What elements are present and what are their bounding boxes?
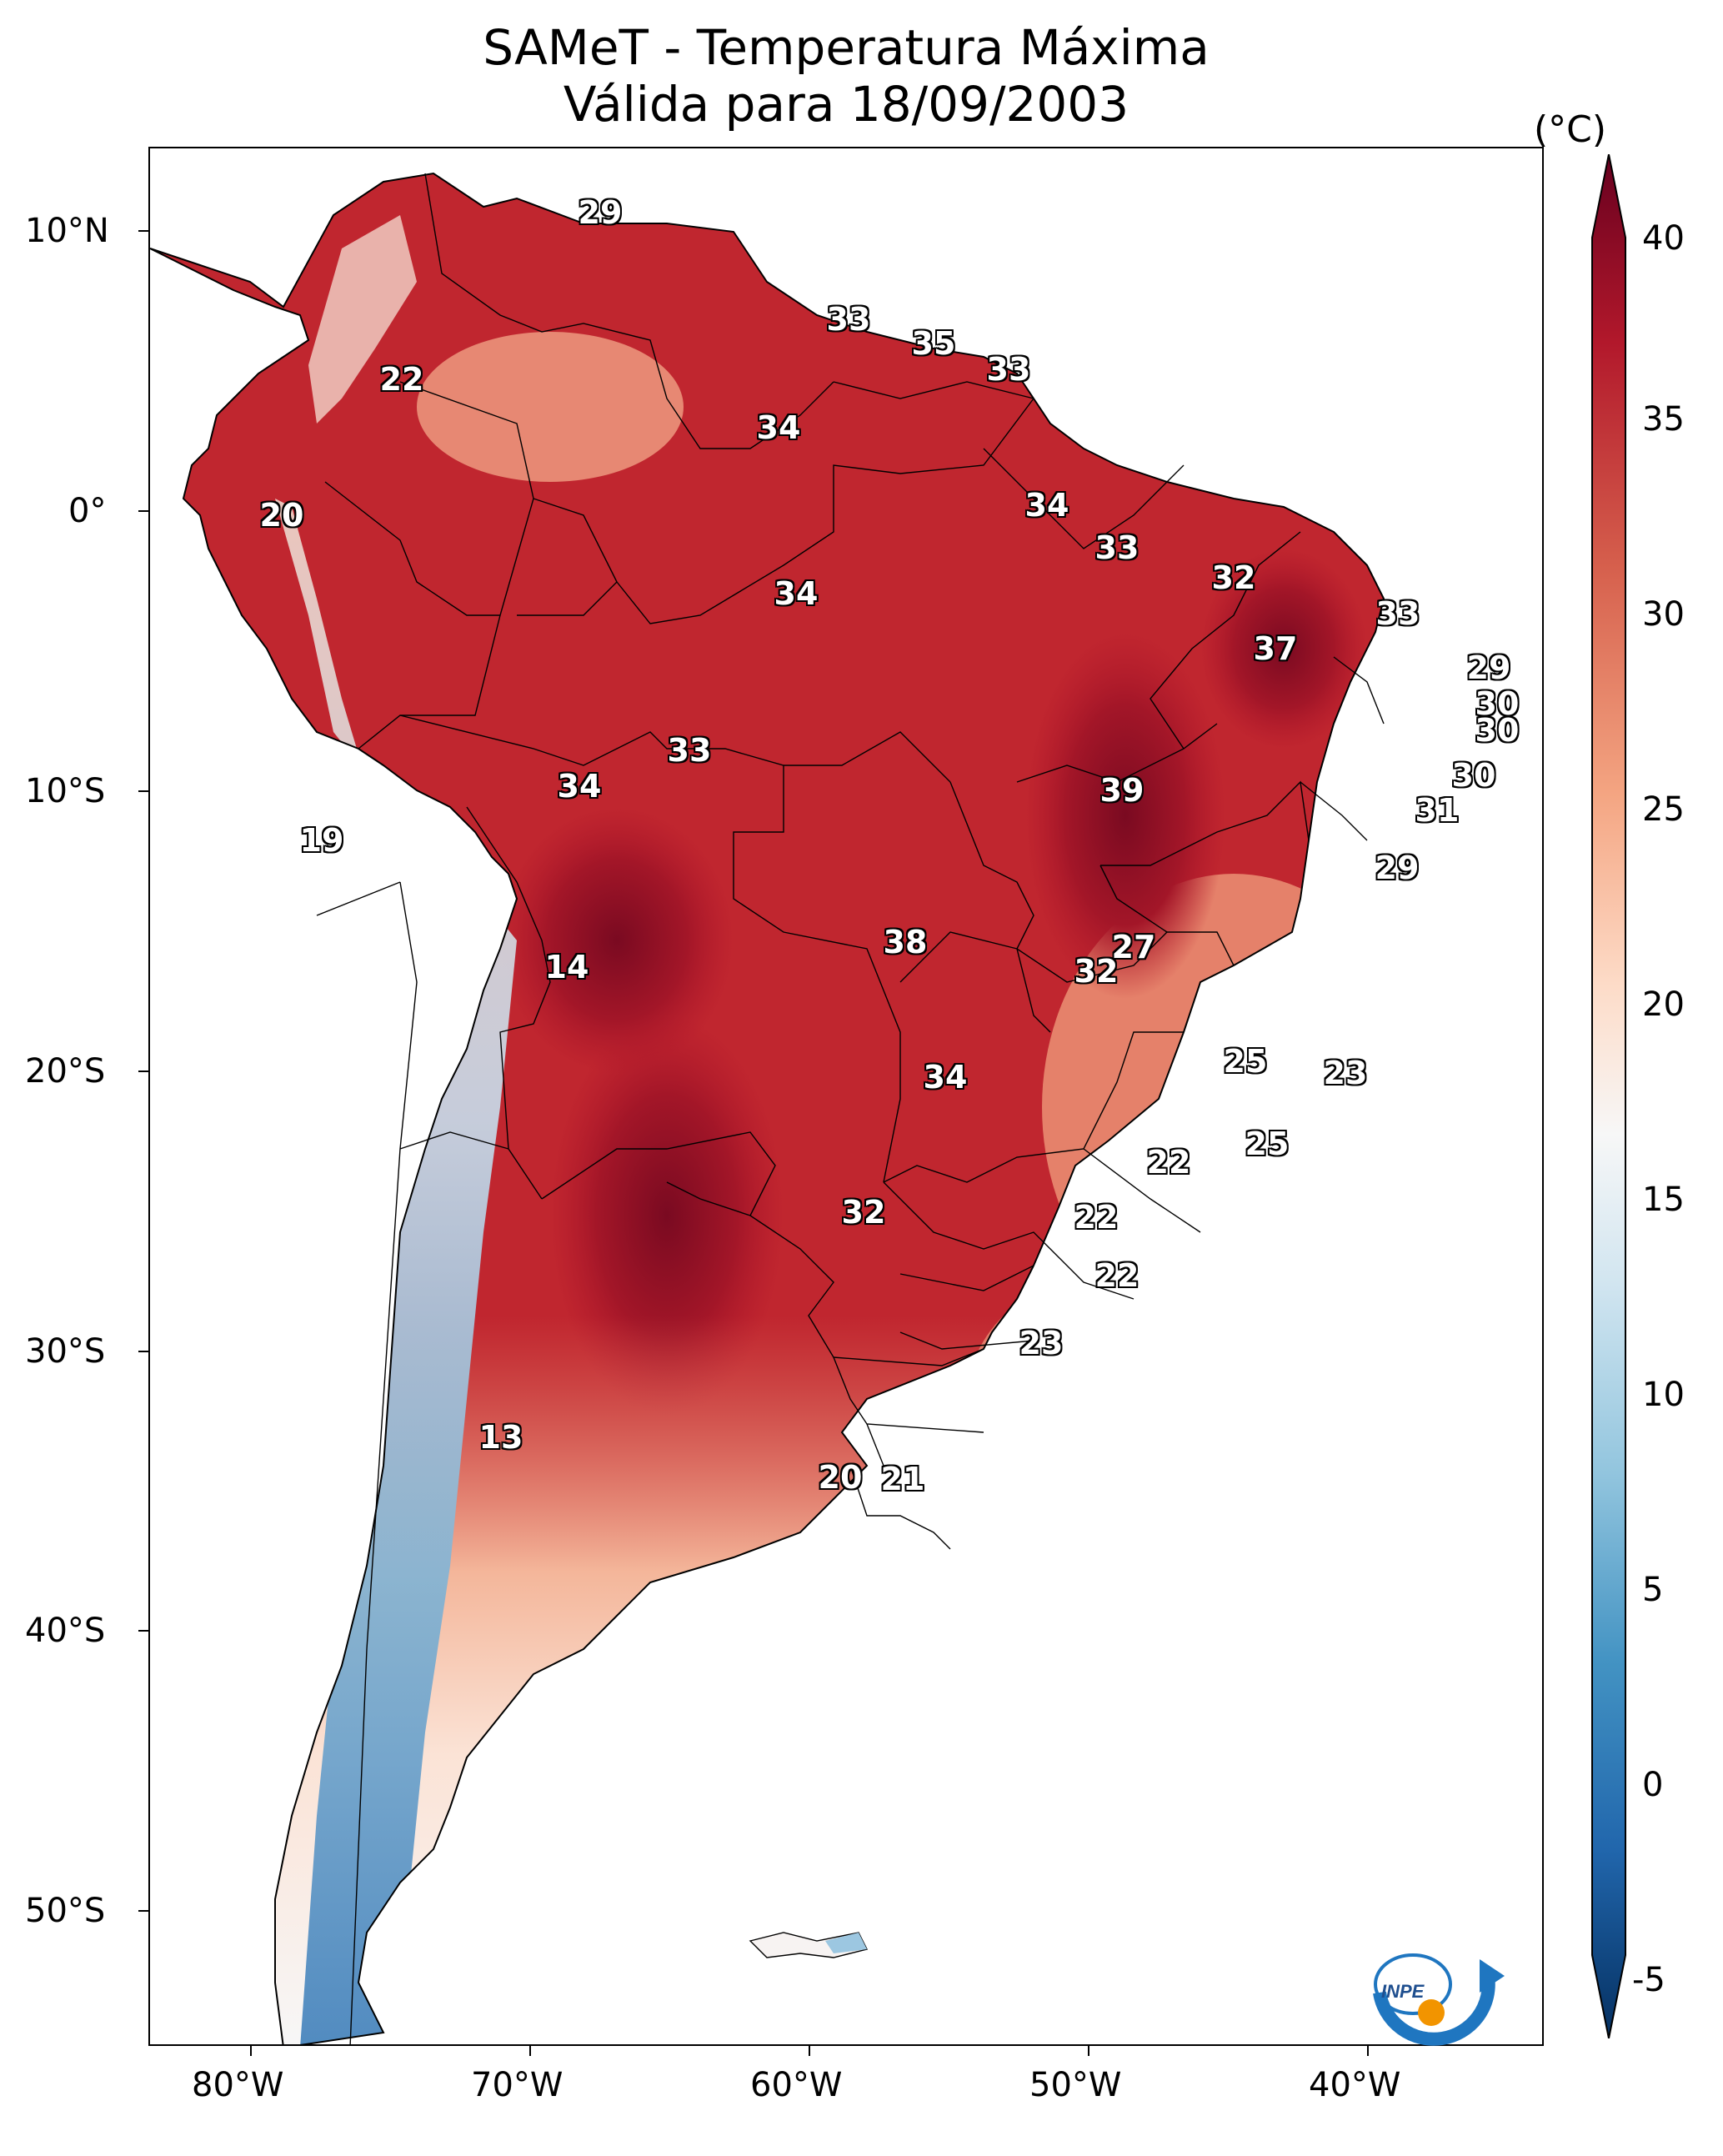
- colorbar-tick-label: 10: [1642, 1376, 1685, 1414]
- lon-tick-label: 70°W: [471, 2066, 563, 2104]
- inpe-logo: INPE: [1363, 1934, 1513, 2051]
- station-value: 33: [826, 301, 871, 338]
- lat-tick-label: 30°S: [25, 1332, 106, 1371]
- station-value: 29: [578, 194, 623, 231]
- lat-tick-label: 10°S: [25, 772, 106, 810]
- station-value: 35: [911, 325, 956, 362]
- station-value: 34: [557, 768, 602, 805]
- station-value: 34: [923, 1059, 968, 1096]
- station-value: 32: [841, 1194, 886, 1231]
- lat-tick-label: 50°S: [25, 1892, 106, 1930]
- station-value: 29: [1375, 850, 1420, 886]
- station-value: 33: [1094, 529, 1139, 566]
- station-value: 33: [986, 351, 1031, 388]
- lon-tick-label: 40°W: [1309, 2066, 1401, 2104]
- station-value: 22: [1094, 1257, 1139, 1294]
- colorbar-tick-label: 40: [1642, 219, 1685, 258]
- colorbar-unit: (°C): [1534, 108, 1607, 151]
- map-subtitle: Válida para 18/09/2003: [563, 76, 1129, 133]
- station-value: 21: [880, 1461, 925, 1497]
- station-value: 29: [1466, 649, 1511, 686]
- station-value: 25: [1223, 1043, 1268, 1080]
- station-value: 27: [1111, 929, 1156, 965]
- colorbar-tick-label: -5: [1632, 1961, 1665, 1999]
- lat-tick-label: 10°N: [25, 212, 109, 250]
- colorbar-tick-label: 25: [1642, 790, 1685, 829]
- station-value: 30: [1451, 757, 1496, 794]
- station-value: 20: [818, 1459, 863, 1496]
- temperature-field: [150, 173, 1385, 2044]
- colorbar-tick-label: 5: [1642, 1571, 1664, 1609]
- station-value: 32: [1211, 559, 1256, 596]
- lat-tick-label: 0°: [68, 492, 107, 530]
- lat-tick-label: 20°S: [25, 1052, 106, 1091]
- station-value: 31: [1415, 792, 1460, 829]
- station-value: 22: [379, 361, 424, 398]
- station-value: 37: [1253, 630, 1298, 667]
- colorbar: [1575, 153, 1642, 2039]
- colorbar-tick-label: 35: [1642, 400, 1685, 439]
- station-value: 34: [1024, 487, 1069, 524]
- land-shading: [150, 173, 1384, 2044]
- station-value: 22: [1074, 1199, 1119, 1236]
- colorbar-tick-label: 15: [1642, 1181, 1685, 1219]
- station-value: 33: [667, 732, 712, 769]
- station-value: 20: [259, 497, 304, 534]
- country-borders: [316, 173, 1385, 2044]
- station-value: 30: [1475, 712, 1520, 749]
- station-value: 38: [883, 924, 928, 960]
- station-value: 25: [1245, 1126, 1290, 1162]
- station-value: 13: [478, 1419, 523, 1456]
- lat-tick-label: 40°S: [25, 1612, 106, 1650]
- station-value: 34: [774, 575, 819, 612]
- lon-tick-label: 50°W: [1029, 2066, 1122, 2104]
- map-panel: [148, 147, 1544, 2046]
- station-value: 32: [1074, 953, 1119, 990]
- station-value: 23: [1323, 1055, 1368, 1091]
- station-value: 19: [299, 822, 344, 859]
- station-value: 14: [544, 949, 589, 985]
- station-value: 30: [1475, 685, 1520, 722]
- station-value: 39: [1099, 772, 1144, 809]
- station-value: 34: [756, 409, 801, 446]
- colorbar-tick-label: 30: [1642, 595, 1685, 634]
- lon-tick-label: 60°W: [750, 2066, 843, 2104]
- colorbar-tick-label: 20: [1642, 985, 1685, 1024]
- map-title: SAMeT - Temperatura Máxima: [483, 19, 1210, 76]
- inpe-logo-text: INPE: [1381, 1981, 1425, 2002]
- station-value: 22: [1146, 1144, 1191, 1181]
- station-value: 33: [1375, 595, 1420, 632]
- lon-tick-label: 80°W: [192, 2066, 284, 2104]
- station-value: 23: [1019, 1325, 1064, 1361]
- colorbar-tick-label: 0: [1642, 1766, 1664, 1804]
